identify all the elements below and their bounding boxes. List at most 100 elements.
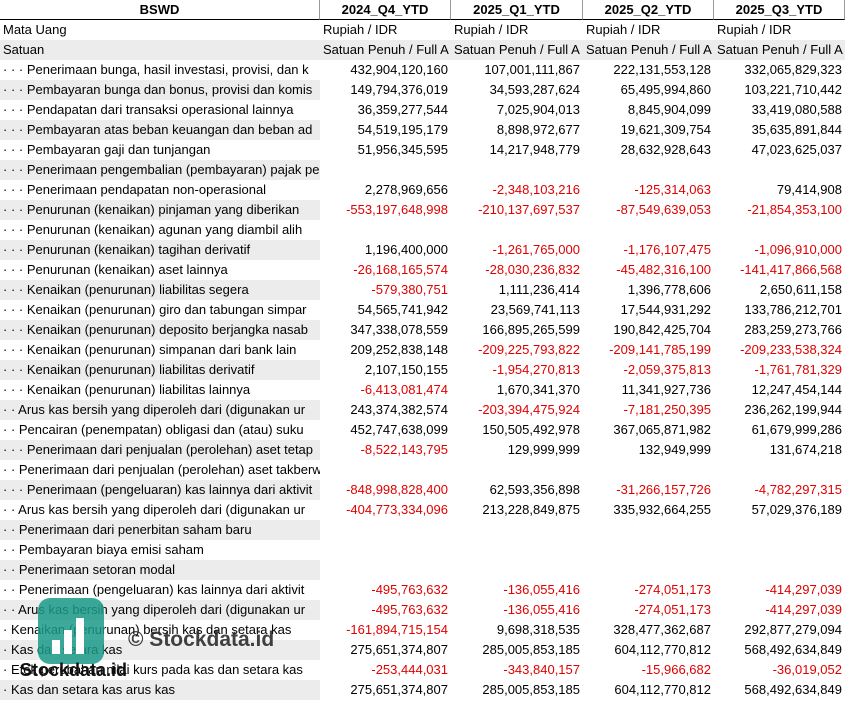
value-cell: 335,932,664,255 xyxy=(613,502,711,517)
value-cell: 28,632,928,643 xyxy=(620,142,711,157)
value-cell: 14,217,948,779 xyxy=(489,142,580,157)
value-cell: -87,549,639,053 xyxy=(616,202,711,217)
row-label: · · · Pembayaran atas beban keuangan dan… xyxy=(0,120,320,140)
value-cell: -274,051,173 xyxy=(634,582,711,597)
value-cell: 347,338,078,559 xyxy=(350,322,448,337)
meta-cell: Rupiah / IDR xyxy=(454,22,529,37)
value-cell: 149,794,376,019 xyxy=(350,82,448,97)
value-cell: 568,492,634,849 xyxy=(744,642,842,657)
value-cell: -141,417,866,568 xyxy=(740,262,842,277)
value-cell: -209,233,538,324 xyxy=(740,342,842,357)
value-cell: 243,374,382,574 xyxy=(350,402,448,417)
value-cell: 131,674,218 xyxy=(769,442,842,457)
value-cell: 54,519,195,179 xyxy=(357,122,448,137)
row-label: · · · Kenaikan (penurunan) simpanan dari… xyxy=(3,342,297,357)
value-cell: 33,419,080,588 xyxy=(751,102,842,117)
value-cell: 57,029,376,189 xyxy=(751,502,842,517)
value-cell: 166,895,265,599 xyxy=(482,322,580,337)
value-cell: -343,840,157 xyxy=(503,662,580,677)
column-header: 2025_Q2_YTD xyxy=(583,0,714,20)
row-label: · · · Penurunan (kenaikan) pinjaman yang… xyxy=(0,200,320,220)
value-cell: -28,030,236,832 xyxy=(485,262,580,277)
row-label: · Efek perubahan nilai kurs pada kas dan… xyxy=(3,662,303,677)
value-cell: 1,670,341,370 xyxy=(496,382,580,397)
value-cell: -136,055,416 xyxy=(503,602,580,617)
value-cell: -31,266,157,726 xyxy=(616,482,711,497)
value-cell: -21,854,353,100 xyxy=(747,202,842,217)
value-cell: -36,019,052 xyxy=(772,662,842,677)
value-cell: 604,112,770,812 xyxy=(614,642,711,657)
value-cell: 107,001,111,867 xyxy=(484,62,580,77)
value-cell: 61,679,999,286 xyxy=(751,422,842,437)
value-cell: -136,055,416 xyxy=(503,582,580,597)
corner-header: BSWD xyxy=(0,0,320,20)
value-cell: 2,650,611,158 xyxy=(759,282,842,297)
value-cell: 236,262,199,944 xyxy=(744,402,842,417)
value-cell: 103,221,710,442 xyxy=(744,82,842,97)
value-cell: 11,341,927,736 xyxy=(621,382,711,397)
value-cell: -2,348,103,216 xyxy=(492,182,580,197)
row-label: · · · Pembayaran gaji dan tunjangan xyxy=(3,142,211,157)
value-cell: 2,278,969,656 xyxy=(364,182,448,197)
column-header: 2024_Q4_YTD xyxy=(320,0,451,20)
value-cell: -495,763,632 xyxy=(371,602,448,617)
value-cell: -579,380,751 xyxy=(371,282,448,297)
value-cell: -210,137,697,537 xyxy=(478,202,580,217)
value-cell: 17,544,931,292 xyxy=(620,302,711,317)
row-label: · · · Penerimaan (pengeluaran) kas lainn… xyxy=(0,480,320,500)
value-cell: -414,297,039 xyxy=(765,602,842,617)
row-label: Mata Uang xyxy=(3,22,67,37)
value-cell: -1,761,781,329 xyxy=(754,362,842,377)
value-cell: 190,842,425,704 xyxy=(613,322,711,337)
row-label: · · Penerimaan setoran modal xyxy=(0,560,320,580)
value-cell: -203,394,475,924 xyxy=(478,402,580,417)
value-cell: 129,999,999 xyxy=(507,442,580,457)
row-label: · · · Penerimaan pendapatan non-operasio… xyxy=(3,182,267,197)
value-cell: 285,005,853,185 xyxy=(482,642,580,657)
value-cell: -553,197,648,998 xyxy=(346,202,448,217)
value-cell: 8,898,972,677 xyxy=(496,122,580,137)
column-header: 2025_Q3_YTD xyxy=(714,0,845,20)
value-cell: -2,059,375,813 xyxy=(623,362,711,377)
row-label: · · · Pembayaran bunga dan bonus, provis… xyxy=(0,80,320,100)
value-cell: 2,107,150,155 xyxy=(364,362,448,377)
row-label: · · Arus kas bersih yang diperoleh dari … xyxy=(3,502,306,517)
value-cell: -274,051,173 xyxy=(634,602,711,617)
row-label: · · · Kenaikan (penurunan) liabilitas de… xyxy=(0,360,320,380)
value-cell: -209,225,793,822 xyxy=(478,342,580,357)
value-cell: 283,259,273,766 xyxy=(744,322,842,337)
row-label: · · · Penurunan (kenaikan) aset lainnya xyxy=(3,262,228,277)
value-cell: 332,065,829,323 xyxy=(744,62,842,77)
value-cell: 285,005,853,185 xyxy=(482,682,580,697)
value-cell: -1,261,765,000 xyxy=(492,242,580,257)
value-cell: -1,176,107,475 xyxy=(623,242,711,257)
row-label: · · · Penerimaan bunga, hasil investasi,… xyxy=(3,62,309,77)
value-cell: -6,413,081,474 xyxy=(360,382,448,397)
value-cell: -209,141,785,199 xyxy=(609,342,711,357)
value-cell: -495,763,632 xyxy=(371,582,448,597)
row-label: · · Penerimaan dari penerbitan saham bar… xyxy=(0,520,320,540)
meta-cell: Satuan Penuh / Full A xyxy=(320,40,451,60)
row-label: · · Arus kas bersih yang diperoleh dari … xyxy=(0,400,320,420)
value-cell: -125,314,063 xyxy=(634,182,711,197)
value-cell: 367,065,871,982 xyxy=(613,422,711,437)
value-cell: 275,651,374,807 xyxy=(350,682,448,697)
meta-cell: Satuan Penuh / Full A xyxy=(714,40,845,60)
value-cell: 133,786,212,701 xyxy=(744,302,842,317)
value-cell: 79,414,908 xyxy=(776,182,842,197)
value-cell: 432,904,120,160 xyxy=(350,62,448,77)
row-label: · · · Penerimaan pengembalian (pembayara… xyxy=(0,160,320,180)
value-cell: -8,522,143,795 xyxy=(360,442,448,457)
row-label: · · Arus kas bersih yang diperoleh dari … xyxy=(0,600,320,620)
value-cell: 209,252,838,148 xyxy=(350,342,448,357)
value-cell: 8,845,904,099 xyxy=(627,102,711,117)
row-label: · · · Kenaikan (penurunan) liabilitas se… xyxy=(0,280,320,300)
value-cell: 47,023,625,037 xyxy=(751,142,842,157)
row-label: · · · Kenaikan (penurunan) liabilitas la… xyxy=(3,382,251,397)
row-label: · · · Pendapatan dari transaksi operasio… xyxy=(3,102,294,117)
row-label: · · Penerimaan dari penjualan (perolehan… xyxy=(3,462,320,477)
row-label: · · · Penerimaan dari penjualan (peroleh… xyxy=(0,440,320,460)
row-label: · · · Kenaikan (penurunan) deposito berj… xyxy=(0,320,320,340)
value-cell: 36,359,277,544 xyxy=(357,102,448,117)
